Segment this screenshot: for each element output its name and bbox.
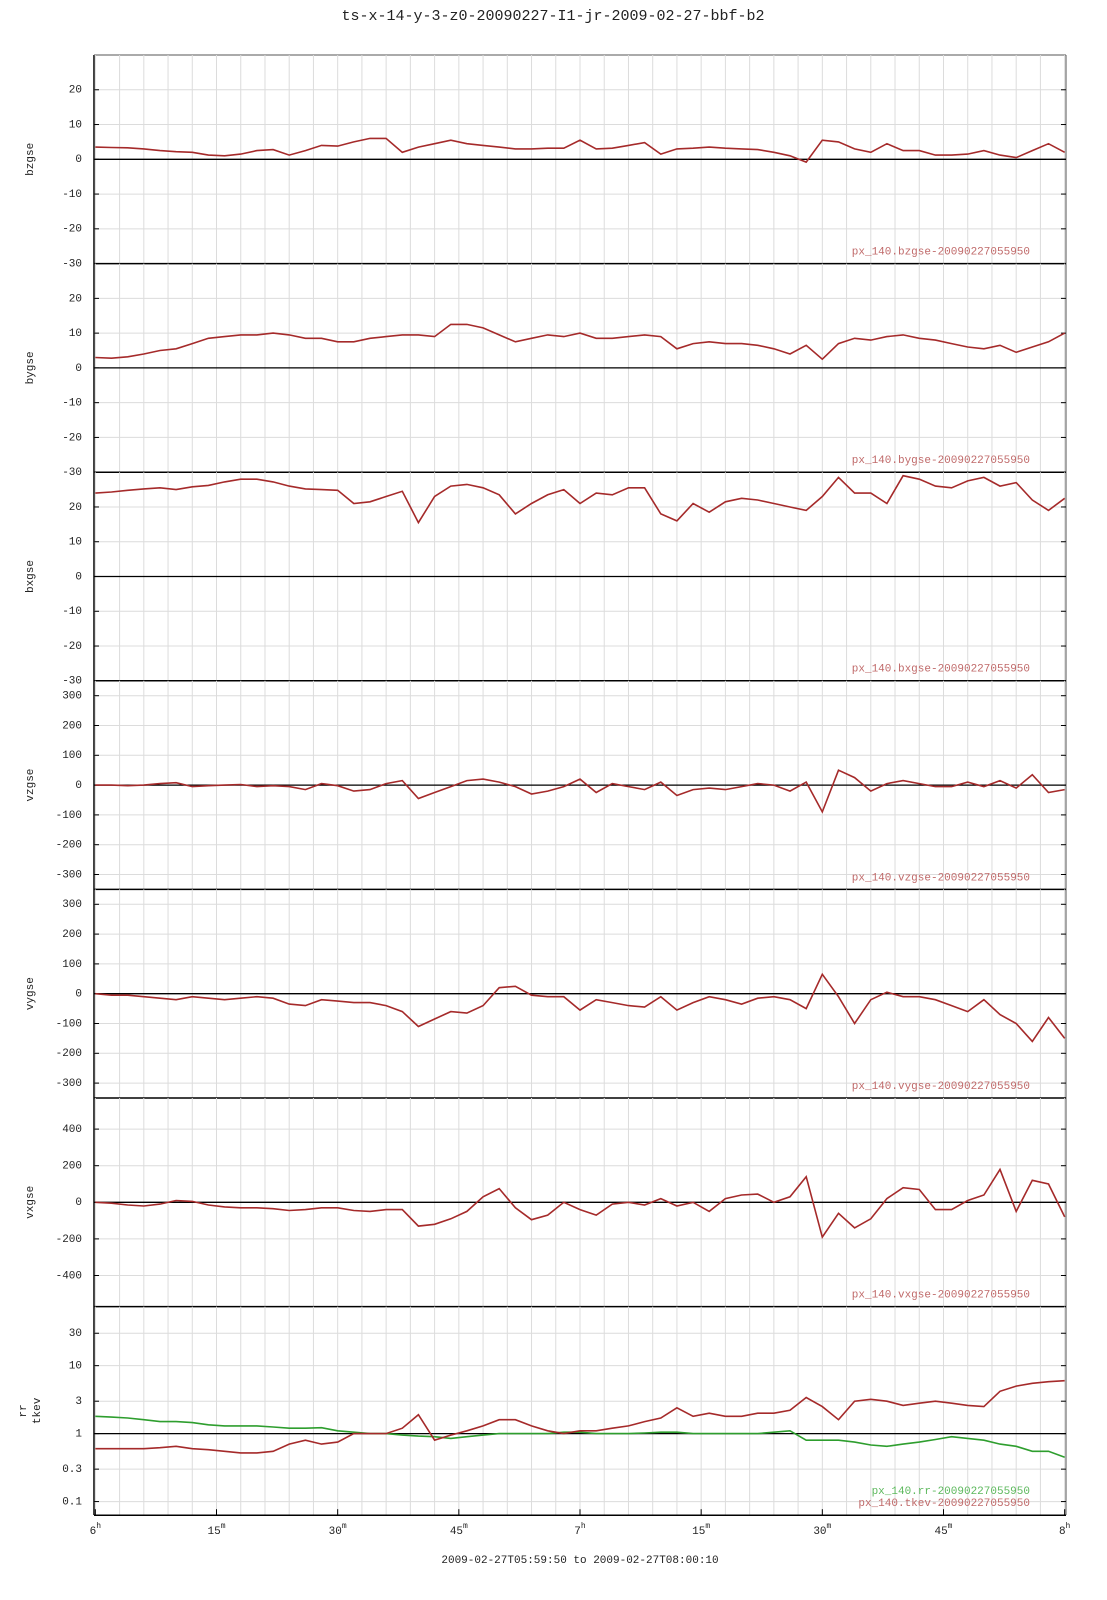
y-tick-label: 0: [75, 780, 82, 792]
y-tick-label: 30: [69, 1328, 82, 1340]
series-line: [95, 474, 1066, 525]
series-line: [95, 1379, 1065, 1454]
y-axis-label: tkev: [32, 1397, 44, 1424]
series-line: [95, 323, 1066, 361]
y-tick-label: 10: [69, 537, 82, 549]
y-tick-label: -300: [56, 1078, 82, 1090]
y-tick-label: 10: [69, 119, 82, 131]
x-tick-label: 8h: [1059, 1522, 1071, 1538]
y-tick-label: 20: [69, 293, 82, 305]
y-tick-label: 300: [62, 691, 82, 703]
series-line: [95, 972, 1066, 1043]
y-tick-label: -200: [56, 1048, 82, 1060]
y-tick-label: 0: [75, 989, 82, 1001]
y-tick-label: 0: [75, 1197, 82, 1209]
y-tick-label: 100: [62, 750, 82, 762]
annotation: px_140.rr-20090227055950: [872, 1486, 1030, 1498]
y-tick-label: 200: [62, 929, 82, 941]
series-line: [95, 1415, 1065, 1458]
y-axis-label: vxgse: [25, 1186, 37, 1219]
y-tick-label: 200: [62, 1161, 82, 1173]
y-tick-label: -30: [62, 259, 82, 271]
y-tick-label: 0.3: [62, 1464, 82, 1476]
y-axis-label: vygse: [25, 977, 37, 1010]
y-tick-label: 20: [69, 85, 82, 97]
y-tick-label: -200: [56, 840, 82, 852]
annotation: px_140.bxgse-20090227055950: [852, 664, 1030, 676]
y-tick-label: 10: [69, 1361, 82, 1373]
series-line: [95, 769, 1065, 814]
chart-title: ts-x-14-y-3-z0-20090227-I1-jr-2009-02-27…: [341, 8, 764, 25]
y-tick-label: 20: [69, 502, 82, 514]
y-tick-label: -10: [62, 398, 82, 410]
y-axis-label: bygse: [25, 351, 37, 384]
y-tick-label: 0: [75, 363, 82, 375]
annotation: px_140.vzgse-20090227055950: [852, 872, 1030, 884]
y-tick-label: -200: [56, 1234, 82, 1246]
series-line: [95, 1167, 1066, 1239]
x-tick-label: 30m: [329, 1522, 347, 1538]
y-tick-label: -20: [62, 641, 82, 653]
y-tick-label: -300: [56, 869, 82, 881]
y-tick-label: -400: [56, 1270, 82, 1282]
y-tick-label: -10: [62, 606, 82, 618]
series-line: [95, 137, 1066, 164]
y-tick-label: 0: [75, 571, 82, 583]
y-tick-label: -20: [62, 224, 82, 236]
y-tick-label: -100: [56, 810, 82, 822]
y-tick-label: -30: [62, 676, 82, 688]
x-axis-label: 2009-02-27T05:59:50 to 2009-02-27T08:00:…: [441, 1555, 718, 1567]
x-tick-label: 45m: [934, 1522, 952, 1538]
annotation: px_140.tkev-20090227055950: [858, 1498, 1030, 1510]
annotation: px_140.bygse-20090227055950: [852, 455, 1030, 467]
x-tick-label: 30m: [813, 1522, 831, 1538]
y-tick-label: 10: [69, 328, 82, 340]
y-tick-label: 0: [75, 154, 82, 166]
x-tick-label: 6h: [90, 1522, 102, 1538]
y-tick-label: 200: [62, 720, 82, 732]
y-tick-label: -30: [62, 467, 82, 479]
annotation: px_140.vygse-20090227055950: [852, 1081, 1030, 1093]
y-axis-label: vzgse: [25, 769, 37, 802]
y-tick-label: -10: [62, 189, 82, 201]
y-tick-label: 300: [62, 899, 82, 911]
y-tick-label: 1: [75, 1429, 82, 1441]
x-tick-label: 7h: [574, 1522, 586, 1538]
y-tick-label: 3: [75, 1396, 82, 1408]
y-axis-label: bzgse: [25, 143, 37, 176]
y-axis-label: bxgse: [25, 560, 37, 593]
x-tick-label: 15m: [208, 1522, 226, 1538]
x-tick-label: 45m: [450, 1522, 468, 1538]
y-tick-label: 400: [62, 1124, 82, 1136]
y-tick-label: 0.1: [62, 1496, 82, 1508]
y-axis-label: rr: [18, 1404, 30, 1417]
annotation: px_140.bzgse-20090227055950: [852, 247, 1030, 259]
y-tick-label: 100: [62, 959, 82, 971]
y-tick-label: -20: [62, 432, 82, 444]
x-tick-label: 15m: [692, 1522, 710, 1538]
y-tick-label: -100: [56, 1018, 82, 1030]
annotation: px_140.vxgse-20090227055950: [852, 1290, 1030, 1302]
